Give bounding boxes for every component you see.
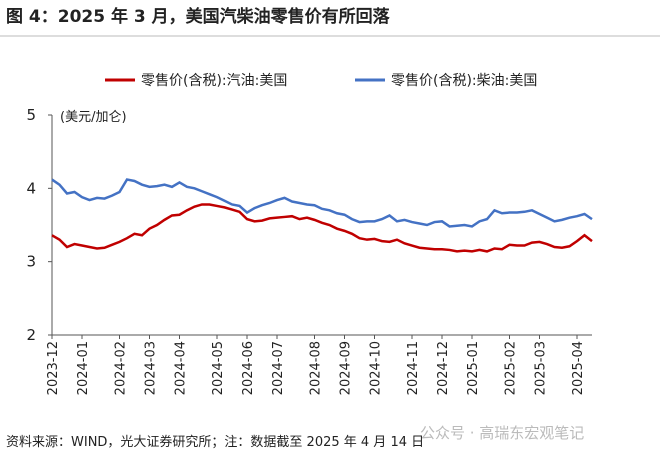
x-tick-label: 2024-10	[369, 341, 384, 395]
x-tick-label: 2025-03	[534, 341, 549, 395]
legend-label: 零售价(含税):柴油:美国	[391, 73, 537, 89]
x-tick-label: 2024-09	[339, 341, 354, 395]
x-tick-label: 2024-06	[241, 341, 256, 395]
y-tick-label: 5	[26, 106, 36, 124]
x-tick-label: 2024-12	[436, 341, 451, 395]
x-tick-label: 2025-04	[571, 341, 586, 395]
legend-label: 零售价(含税):汽油:美国	[141, 73, 287, 89]
x-tick-label: 2025-01	[466, 341, 481, 395]
source-note: 资料来源：WIND，光大证券研究所；注：数据截至 2025 年 4 月 14 日	[6, 434, 424, 450]
chart-title: 图 4：2025 年 3 月，美国汽柴油零售价有所回落	[6, 6, 391, 27]
x-tick-label: 2023-12	[46, 341, 61, 395]
x-tick-label: 2024-01	[76, 341, 91, 395]
x-tick-label: 2025-02	[504, 341, 519, 395]
series-line	[51, 178, 593, 228]
y-axis-label: (美元/加仑)	[60, 110, 127, 125]
series-line	[51, 203, 593, 253]
x-tick-label: 2024-04	[174, 341, 189, 395]
x-tick-label: 2024-05	[211, 341, 226, 395]
x-tick-label: 2024-08	[309, 341, 324, 395]
y-tick-label: 2	[26, 326, 36, 344]
y-tick-label: 4	[26, 179, 36, 197]
x-tick-label: 2024-02	[114, 341, 129, 395]
x-tick-label: 2024-07	[271, 341, 286, 395]
watermark: 公众号 · 高瑞东宏观笔记	[420, 424, 584, 442]
x-tick-label: 2024-11	[406, 341, 421, 395]
y-tick-label: 3	[26, 253, 36, 271]
x-tick-label: 2024-03	[144, 341, 159, 395]
